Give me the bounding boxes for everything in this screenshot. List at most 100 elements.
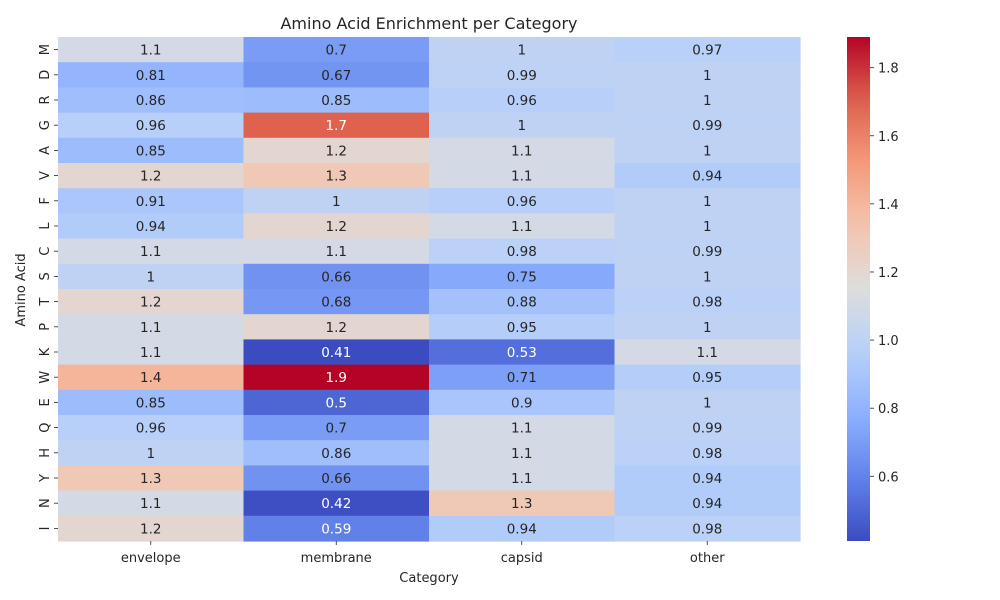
heatmap-cell (429, 389, 616, 416)
colorbar-tick-label: 1.8 (878, 62, 899, 77)
heatmap-cell (58, 289, 245, 315)
cell-value-label: 1.3 (511, 496, 532, 512)
heatmap-cell (243, 440, 430, 466)
cell-value-label: 1.2 (140, 295, 161, 311)
y-tick-label: V (38, 171, 53, 180)
cell-value-label: 0.96 (507, 93, 537, 109)
cell-value-label: 1.1 (326, 244, 347, 260)
heatmap-cell (243, 37, 430, 63)
heatmap-cell (429, 213, 616, 240)
heatmap-cell (243, 515, 430, 542)
heatmap-cell (429, 339, 616, 366)
y-tick-label: E (38, 398, 53, 406)
cell-value-label: 1 (332, 194, 341, 210)
cell-value-label: 0.98 (507, 244, 537, 260)
x-tick-label: envelope (121, 551, 181, 566)
cell-value-label: 0.75 (507, 269, 537, 285)
y-tick-label: C (38, 247, 53, 256)
heatmap-cell (429, 440, 616, 466)
heatmap-cell (614, 112, 801, 139)
heatmap-cell (58, 263, 245, 290)
y-tick-label: D (38, 70, 53, 80)
heatmap-cell (614, 188, 801, 214)
cell-value-label: 0.71 (507, 370, 537, 386)
cell-value-label: 1 (703, 320, 712, 336)
heatmap-cell (614, 465, 801, 492)
y-tick-label: Q (38, 422, 53, 432)
heatmap-cell (58, 137, 245, 164)
cell-value-label: 0.97 (692, 43, 722, 59)
cell-value-label: 0.9 (511, 395, 532, 411)
x-tick-label: capsid (501, 551, 543, 566)
y-tick-label: N (38, 498, 53, 508)
colorbar-tick-label: 1.4 (878, 198, 899, 213)
heatmap-cell (429, 364, 616, 391)
y-tick-label: W (38, 371, 53, 384)
heatmap-cell (58, 339, 245, 366)
heatmap-cell (614, 263, 801, 290)
cell-value-label: 1.1 (140, 320, 161, 336)
cell-value-label: 0.99 (692, 421, 722, 437)
cell-value-label: 1 (703, 269, 712, 285)
heatmap-cell (429, 289, 616, 315)
cell-value-label: 0.5 (326, 395, 347, 411)
heatmap-cell (614, 314, 801, 340)
cell-value-label: 1.1 (511, 143, 532, 159)
heatmap-cell (243, 364, 430, 391)
y-tick-label: S (38, 272, 53, 280)
heatmap-cell (429, 515, 616, 542)
cell-value-label: 0.88 (507, 295, 537, 311)
heatmap-cell (58, 440, 245, 466)
cell-value-label: 1 (146, 269, 155, 285)
heatmap-cell (429, 137, 616, 164)
colorbar-tick-label: 1.2 (878, 266, 899, 281)
cell-value-label: 0.95 (692, 370, 722, 386)
colorbar-ticks: 0.6 0.8 1.0 1.2 1.4 1.6 1.8 (870, 62, 899, 485)
heatmap-cell (58, 87, 245, 114)
heatmap-cell (58, 238, 245, 265)
x-axis-ticks: envelope membrane capsid other (121, 541, 725, 566)
cell-value-label: 0.94 (692, 471, 722, 487)
heatmap-cell (429, 238, 616, 265)
heatmap-cell (429, 415, 616, 441)
x-axis-label: Category (399, 571, 459, 586)
heatmap-cell (243, 415, 430, 441)
y-tick-label: H (38, 448, 53, 458)
cell-value-label: 1.2 (326, 143, 347, 159)
cell-value-label: 0.86 (321, 446, 351, 462)
x-tick-label: membrane (301, 551, 372, 566)
y-tick-label: L (38, 222, 53, 230)
heatmap-cell (243, 289, 430, 315)
cell-value-label: 1 (517, 43, 526, 59)
heatmap-cell (614, 440, 801, 466)
heatmap-cell (243, 188, 430, 214)
cell-value-label: 0.99 (692, 244, 722, 260)
y-tick-label: A (38, 146, 53, 155)
cell-value-label: 1 (703, 219, 712, 235)
cell-value-label: 1 (517, 118, 526, 134)
cell-value-label: 1.1 (511, 446, 532, 462)
heatmap-cell (614, 364, 801, 391)
heatmap-cell (429, 62, 616, 88)
heatmap-cell (614, 415, 801, 441)
heatmap-cell (58, 62, 245, 88)
heatmap-cell (58, 163, 245, 189)
cell-value-label: 0.7 (326, 43, 347, 59)
cell-value-label: 1 (703, 143, 712, 159)
y-tick-label: I (38, 526, 53, 530)
colorbar-tick-label: 0.6 (878, 470, 899, 485)
cell-value-label: 0.68 (321, 295, 351, 311)
heatmap-cell (243, 112, 430, 139)
cell-value-label: 0.53 (507, 345, 537, 361)
cell-value-label: 0.91 (136, 194, 166, 210)
y-tick-label: P (38, 323, 53, 331)
cell-value-label: 0.66 (321, 471, 351, 487)
heatmap-cell (243, 163, 430, 189)
heatmap-cell (429, 263, 616, 290)
y-tick-label: T (38, 298, 53, 307)
heatmap-cell (429, 163, 616, 189)
heatmap-cell (429, 490, 616, 517)
cell-value-label: 1.3 (140, 471, 161, 487)
y-axis-label: Amino Acid (14, 253, 29, 326)
